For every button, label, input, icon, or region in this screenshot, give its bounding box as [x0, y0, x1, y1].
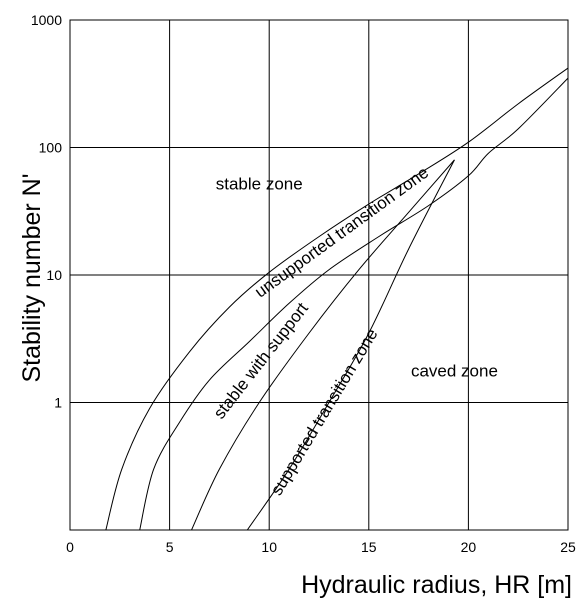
x-tick-label: 10 [261, 539, 277, 555]
zone-label: supported transition zone [267, 325, 382, 498]
x-tick-label: 15 [361, 539, 377, 555]
x-axis-title: Hydraulic radius, HR [m] [301, 571, 572, 599]
y-tick-label: 1000 [31, 12, 62, 28]
zone-label: stable with support [210, 299, 312, 423]
caved-boundary-curve [246, 159, 455, 531]
x-tick-label: 5 [166, 539, 174, 555]
upper-boundary-curve [105, 67, 569, 531]
plot-frame [69, 19, 569, 531]
x-tick-label: 0 [66, 539, 74, 555]
x-tick-label: 25 [560, 539, 576, 555]
y-axis-title: Stability number N' [18, 173, 46, 382]
lower-boundary-curve [139, 77, 569, 531]
zone-label: caved zone [411, 361, 498, 380]
x-tick-label: 20 [461, 539, 477, 555]
zone-label: stable zone [216, 174, 303, 193]
y-tick-label: 10 [46, 267, 62, 283]
y-tick-labels: 1 10 100 1000 [31, 12, 62, 411]
y-tick-label: 1 [54, 395, 62, 411]
boundary-curves [105, 67, 569, 531]
supported-boundary-curve [191, 159, 455, 531]
x-tick-labels: 0 5 10 15 20 25 [66, 539, 576, 555]
y-tick-label: 100 [39, 140, 63, 156]
